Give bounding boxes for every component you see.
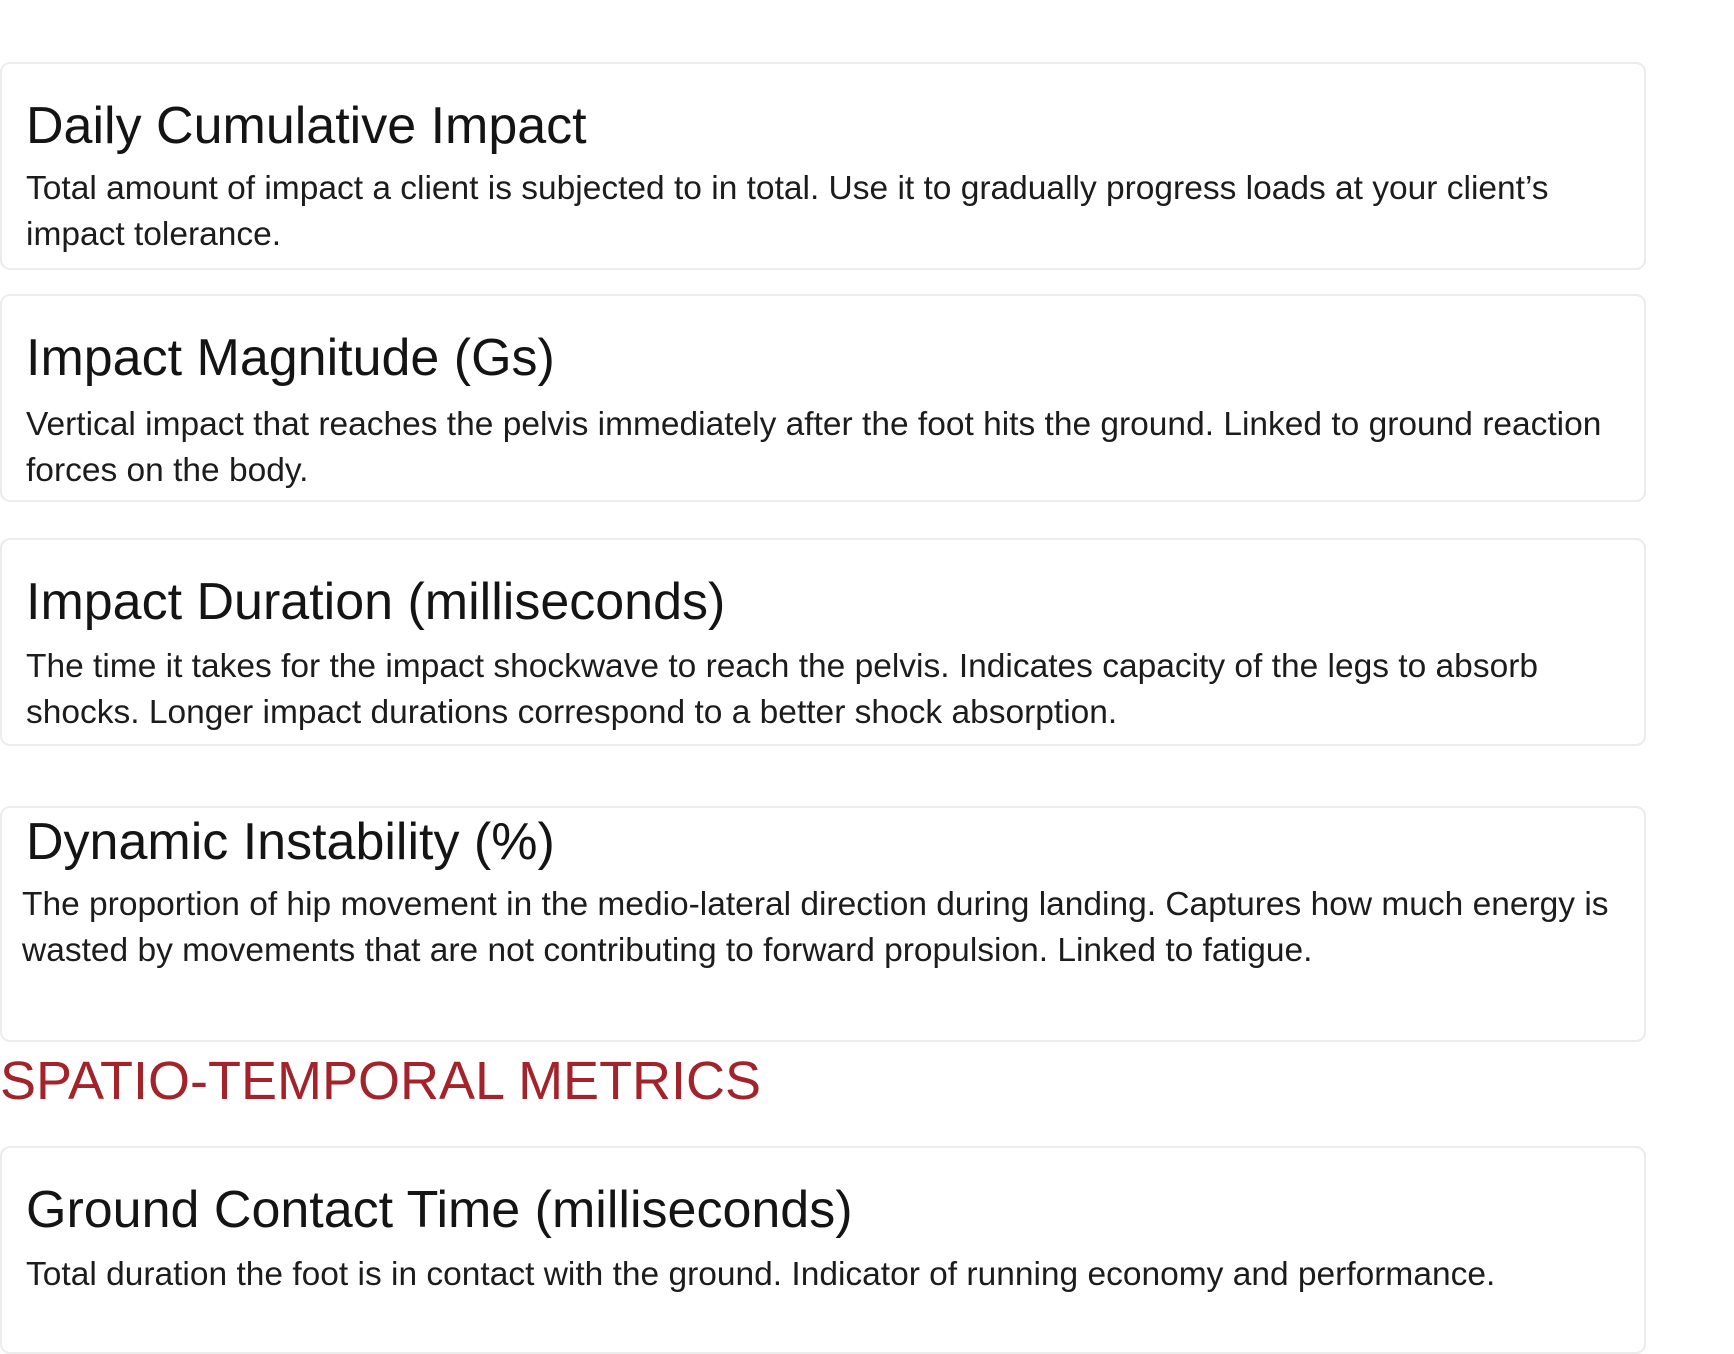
metric-description: Total duration the foot is in contact wi… (26, 1256, 1496, 1293)
metric-title: Ground Contact Time (milliseconds) (26, 1181, 853, 1239)
metric-card-impact-duration: Impact Duration (milliseconds) The time … (0, 538, 1646, 746)
metric-title: Daily Cumulative Impact (26, 97, 587, 155)
metric-description: Vertical impact that reaches the pelvis … (26, 406, 1602, 489)
metric-card-dynamic-instability: Dynamic Instability (%) The proportion o… (0, 806, 1646, 1042)
metric-title: Impact Magnitude (Gs) (26, 329, 555, 387)
metric-description: The time it takes for the impact shockwa… (26, 648, 1538, 731)
metric-title: Dynamic Instability (%) (26, 813, 555, 871)
metric-description: Total amount of impact a client is subje… (26, 170, 1549, 253)
metric-title: Impact Duration (milliseconds) (26, 573, 726, 631)
metric-description: The proportion of hip movement in the me… (22, 886, 1609, 969)
metric-card-daily-cumulative-impact: Daily Cumulative Impact Total amount of … (0, 62, 1646, 270)
metric-card-ground-contact-time: Ground Contact Time (milliseconds) Total… (0, 1146, 1646, 1354)
section-heading: SPATIO-TEMPORAL METRICS (0, 1051, 762, 1111)
metric-card-impact-magnitude: Impact Magnitude (Gs) Vertical impact th… (0, 294, 1646, 502)
